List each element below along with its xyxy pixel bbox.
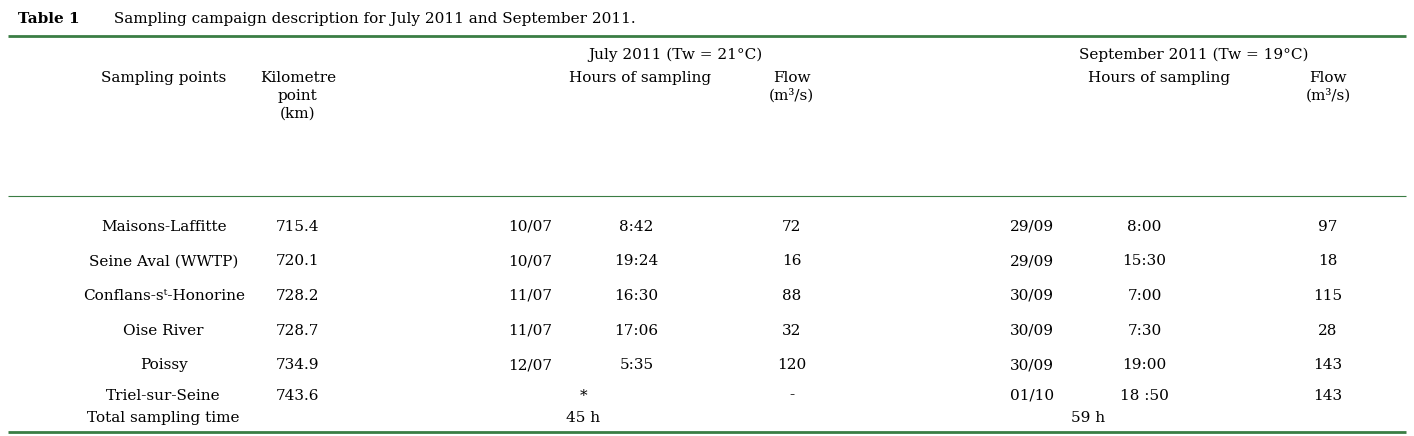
Text: 18: 18: [1318, 254, 1338, 268]
Text: -: -: [789, 388, 795, 402]
Text: 29/09: 29/09: [1010, 254, 1053, 268]
Text: 17:06: 17:06: [614, 324, 659, 337]
Text: 30/09: 30/09: [1010, 289, 1053, 303]
Text: 734.9: 734.9: [276, 358, 320, 372]
Text: 5:35: 5:35: [619, 358, 653, 372]
Text: 7:00: 7:00: [1127, 289, 1162, 303]
Text: 115: 115: [1314, 289, 1342, 303]
Text: 19:24: 19:24: [614, 254, 659, 268]
Text: Flow
(m³/s): Flow (m³/s): [769, 71, 814, 103]
Text: 728.7: 728.7: [276, 324, 320, 337]
Text: 8:00: 8:00: [1127, 220, 1162, 234]
Text: Flow
(m³/s): Flow (m³/s): [1305, 71, 1350, 103]
Text: 29/09: 29/09: [1010, 220, 1053, 234]
Text: 97: 97: [1318, 220, 1338, 234]
Text: Maisons-Laffitte: Maisons-Laffitte: [100, 220, 226, 234]
Text: Triel-sur-Seine: Triel-sur-Seine: [106, 388, 221, 402]
Text: 720.1: 720.1: [276, 254, 320, 268]
Text: 143: 143: [1314, 358, 1342, 372]
Text: Kilometre
point
(km): Kilometre point (km): [260, 71, 335, 120]
Text: 743.6: 743.6: [276, 388, 320, 402]
Text: Oise River: Oise River: [123, 324, 204, 337]
Text: September 2011 (Tw = 19°C): September 2011 (Tw = 19°C): [1079, 48, 1308, 62]
Text: Sampling points: Sampling points: [100, 71, 226, 85]
Text: Table 1: Table 1: [18, 12, 81, 26]
Text: 715.4: 715.4: [276, 220, 320, 234]
Text: July 2011 (Tw = 21°C): July 2011 (Tw = 21°C): [588, 48, 762, 62]
Text: Hours of sampling: Hours of sampling: [568, 71, 711, 85]
Text: 143: 143: [1314, 388, 1342, 402]
Text: Total sampling time: Total sampling time: [88, 411, 240, 425]
Text: 11/07: 11/07: [509, 324, 553, 337]
Text: 18 :50: 18 :50: [1120, 388, 1169, 402]
Text: Conflans-sᵗ-Honorine: Conflans-sᵗ-Honorine: [82, 289, 245, 303]
Text: Seine Aval (WWTP): Seine Aval (WWTP): [89, 254, 239, 268]
Text: 28: 28: [1318, 324, 1338, 337]
Text: 30/09: 30/09: [1010, 358, 1053, 372]
Text: *: *: [580, 388, 587, 402]
Text: 19:00: 19:00: [1123, 358, 1167, 372]
Text: 01/10: 01/10: [1010, 388, 1053, 402]
Text: 30/09: 30/09: [1010, 324, 1053, 337]
Text: Hours of sampling: Hours of sampling: [1087, 71, 1230, 85]
Text: 59 h: 59 h: [1070, 411, 1106, 425]
Text: 88: 88: [782, 289, 802, 303]
Text: 10/07: 10/07: [509, 254, 553, 268]
Text: 15:30: 15:30: [1123, 254, 1167, 268]
Text: 8:42: 8:42: [619, 220, 653, 234]
Text: 16: 16: [782, 254, 802, 268]
Text: 728.2: 728.2: [276, 289, 320, 303]
Text: 11/07: 11/07: [509, 289, 553, 303]
Text: 10/07: 10/07: [509, 220, 553, 234]
Text: 7:30: 7:30: [1127, 324, 1162, 337]
Text: Poissy: Poissy: [140, 358, 188, 372]
Text: Sampling campaign description for July 2011 and September 2011.: Sampling campaign description for July 2…: [109, 12, 635, 26]
Text: 45 h: 45 h: [567, 411, 601, 425]
Text: 72: 72: [782, 220, 802, 234]
Text: 16:30: 16:30: [614, 289, 659, 303]
Text: 32: 32: [782, 324, 802, 337]
Text: 120: 120: [778, 358, 806, 372]
Text: 12/07: 12/07: [509, 358, 553, 372]
